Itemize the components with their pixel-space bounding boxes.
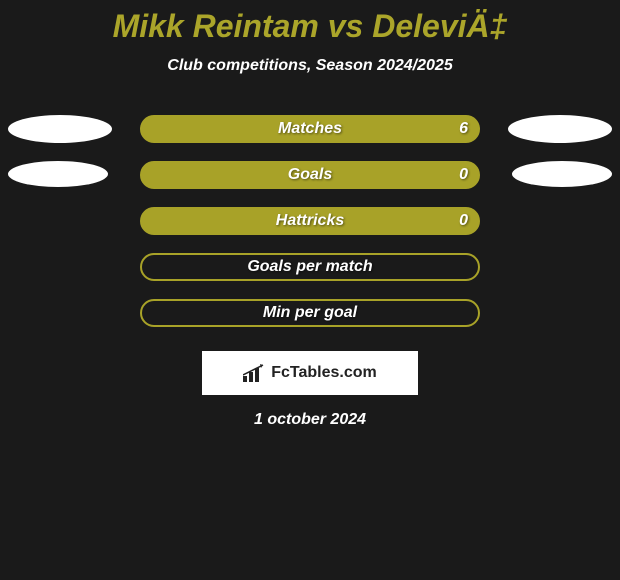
stat-row: Goals per match: [0, 253, 620, 281]
stat-value: 0: [459, 212, 468, 230]
stat-bar: Goals per match: [140, 253, 480, 281]
stat-label: Goals: [288, 166, 332, 184]
stat-row: Hattricks 0: [0, 207, 620, 235]
stat-bar: Matches 6: [140, 115, 480, 143]
stat-row: Goals 0: [0, 161, 620, 189]
stat-label: Goals per match: [247, 258, 372, 276]
footer-logo-text: FcTables.com: [271, 364, 377, 382]
player-left-marker: [8, 161, 108, 187]
stat-bar: Min per goal: [140, 299, 480, 327]
stat-label: Matches: [278, 120, 342, 138]
stat-row: Min per goal: [0, 299, 620, 327]
stat-rows: Matches 6 Goals 0 Hattricks 0 Goals per match M…: [0, 115, 620, 327]
comparison-subtitle: Club competitions, Season 2024/2025: [167, 57, 452, 75]
stat-row: Matches 6: [0, 115, 620, 143]
stat-value: 6: [459, 120, 468, 138]
footer-logo: FcTables.com: [202, 351, 418, 395]
player-right-marker: [508, 115, 612, 143]
bar-chart-icon: [243, 364, 265, 382]
stat-label: Min per goal: [263, 304, 357, 322]
comparison-title: Mikk Reintam vs DeleviÄ‡: [113, 8, 508, 45]
player-left-marker: [8, 115, 112, 143]
player-right-marker: [512, 161, 612, 187]
stat-value: 0: [459, 166, 468, 184]
stat-label: Hattricks: [276, 212, 344, 230]
footer-date: 1 october 2024: [254, 411, 366, 429]
stat-bar: Goals 0: [140, 161, 480, 189]
stat-bar: Hattricks 0: [140, 207, 480, 235]
